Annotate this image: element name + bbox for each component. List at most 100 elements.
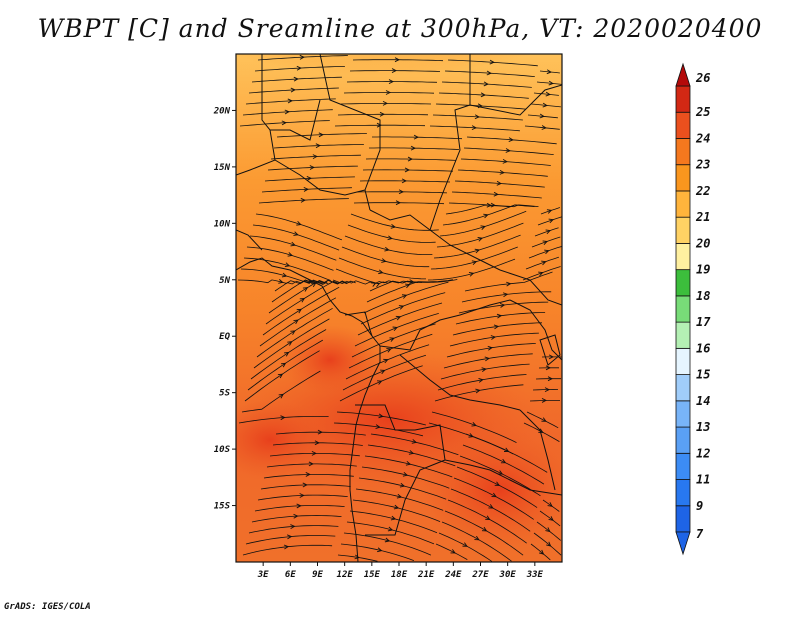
streamline-arrow bbox=[382, 100, 389, 106]
streamline-arrow bbox=[405, 460, 412, 466]
streamline bbox=[525, 256, 560, 270]
streamline bbox=[539, 510, 561, 527]
streamline-arrow bbox=[309, 165, 315, 170]
colorbar-label: 17 bbox=[696, 315, 711, 329]
streamline bbox=[528, 246, 562, 259]
streamline-arrow bbox=[413, 134, 420, 140]
colorbar-label: 23 bbox=[695, 158, 710, 172]
streamline bbox=[532, 389, 559, 391]
streamline-arrow bbox=[539, 113, 545, 119]
streamline-arrow bbox=[504, 447, 510, 452]
streamline-arrow bbox=[393, 504, 400, 510]
streamline-arrow bbox=[395, 315, 402, 321]
streamline-arrow bbox=[410, 145, 417, 151]
lon-tick-label: 21E bbox=[417, 570, 435, 580]
colorbar-box bbox=[675, 269, 691, 297]
streamline-arrow bbox=[308, 461, 314, 467]
streamline-arrow bbox=[392, 326, 398, 332]
streamline-arrow bbox=[405, 283, 411, 289]
streamline-arrow bbox=[545, 229, 551, 235]
streamline bbox=[524, 125, 560, 130]
streamline-arrow bbox=[374, 282, 381, 288]
streamline-arrow bbox=[462, 542, 468, 547]
streamline-arrow bbox=[379, 111, 386, 117]
streamline-arrow bbox=[384, 246, 390, 252]
colorbar-label: 12 bbox=[696, 446, 710, 460]
streamline-arrow bbox=[306, 176, 312, 181]
streamline-arrow bbox=[311, 450, 317, 456]
streamline-arrow bbox=[389, 337, 395, 342]
streamline-arrow bbox=[300, 197, 306, 203]
streamline-arrow bbox=[544, 249, 550, 255]
streamline-arrow bbox=[546, 209, 553, 214]
streamline-arrow bbox=[290, 330, 296, 335]
streamline bbox=[530, 543, 551, 561]
latitude-axis: 20N 15N 10N 5N EQ 5S 10S 15S bbox=[213, 106, 236, 512]
colorbar-box bbox=[675, 426, 691, 454]
streamline-arrow bbox=[296, 308, 303, 314]
streamline-arrow bbox=[480, 225, 486, 230]
streamline-arrow bbox=[381, 258, 387, 263]
streamline-arrow bbox=[287, 341, 293, 346]
streamline-arrow bbox=[376, 122, 383, 128]
colorbar-label: 11 bbox=[696, 473, 710, 487]
streamline-arrow bbox=[281, 272, 288, 278]
grads-credit: GrADS: IGES/COLA bbox=[4, 602, 91, 612]
streamline-arrow bbox=[548, 354, 555, 360]
lat-tick-label: 20N bbox=[213, 106, 231, 116]
streamline-arrow bbox=[542, 240, 548, 245]
streamline-arrow bbox=[286, 534, 293, 540]
streamline-arrow bbox=[280, 415, 286, 421]
streamline-arrow bbox=[505, 148, 511, 153]
colorbar-box bbox=[675, 479, 691, 507]
country-boundaries bbox=[236, 54, 562, 562]
colorbar-box bbox=[675, 374, 691, 402]
lat-tick-label: 15N bbox=[214, 163, 231, 173]
colorbar-label: 20 bbox=[695, 236, 710, 250]
colorbar-box bbox=[675, 138, 691, 166]
streamline-arrow bbox=[390, 515, 397, 521]
streamline-arrow bbox=[378, 413, 384, 419]
streamline-arrow bbox=[287, 98, 293, 104]
streamline-arrow bbox=[546, 541, 552, 547]
streamline-arrow bbox=[483, 213, 489, 219]
streamline-arrow bbox=[548, 80, 554, 86]
colorbar-max-arrow bbox=[675, 62, 691, 87]
streamline-arrow bbox=[315, 143, 321, 149]
streamline-arrow bbox=[486, 202, 492, 208]
colorbar-label: 26 bbox=[695, 71, 710, 85]
lat-tick-label: 10N bbox=[214, 219, 231, 229]
streamline-arrow bbox=[538, 271, 544, 277]
lon-tick-label: 27E bbox=[471, 570, 489, 580]
streamline-arrow bbox=[314, 440, 320, 446]
colorbar-label: 9 bbox=[696, 499, 703, 513]
streamline-arrow bbox=[486, 70, 492, 76]
lon-tick-label: 15E bbox=[364, 570, 381, 580]
streamline-arrow bbox=[541, 125, 547, 130]
colorbar-min-arrow bbox=[675, 531, 691, 556]
lon-tick-label: 24E bbox=[444, 570, 462, 580]
streamline-arrow bbox=[541, 417, 547, 422]
colorbar-box bbox=[675, 347, 691, 375]
streamline-arrow bbox=[541, 398, 548, 403]
colorbar-label: 14 bbox=[696, 394, 710, 408]
streamline-arrow bbox=[545, 365, 552, 371]
streamline-arrow bbox=[496, 313, 503, 319]
colorbar-label: 18 bbox=[696, 289, 710, 303]
streamline-arrow bbox=[502, 292, 509, 298]
streamline-arrow bbox=[496, 180, 502, 186]
colorbar-label: 13 bbox=[696, 420, 710, 434]
colorbar-box bbox=[675, 190, 691, 218]
streamline-arrow bbox=[305, 472, 311, 477]
streamline-arrow bbox=[493, 324, 500, 330]
streamline-arrow bbox=[317, 429, 323, 435]
streamline-arrow bbox=[378, 269, 384, 275]
wbpt-shaded-field bbox=[236, 54, 562, 562]
streamline-arrow bbox=[539, 549, 545, 555]
streamline-arrow bbox=[471, 260, 478, 265]
streamline-arrow bbox=[387, 235, 393, 241]
streamline-arrow bbox=[296, 65, 302, 71]
colorbar-label: 22 bbox=[695, 184, 710, 198]
streamline-arrow bbox=[303, 187, 309, 192]
